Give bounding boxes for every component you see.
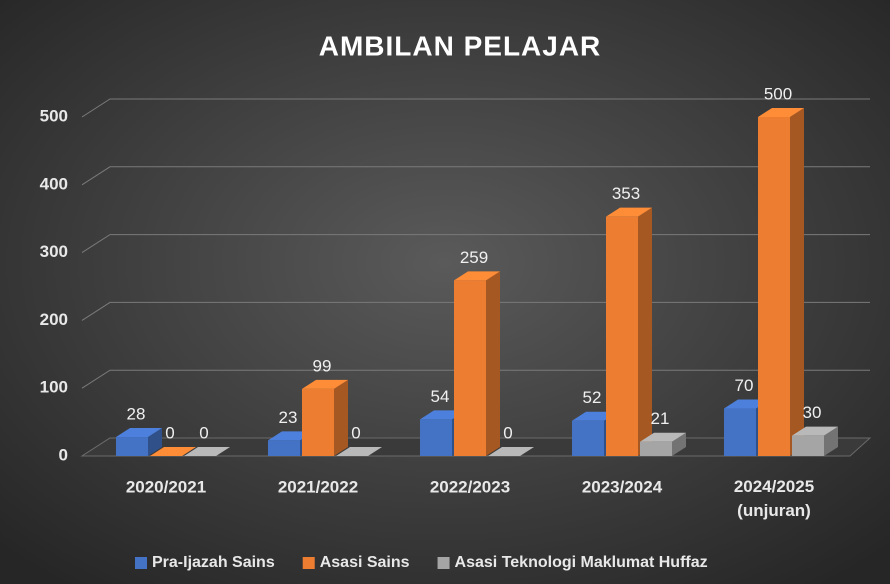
legend-swatch: [302, 557, 315, 569]
data-label: 21: [651, 409, 670, 428]
data-label: 70: [735, 376, 754, 395]
bar: [758, 117, 790, 456]
data-label: 0: [165, 423, 174, 442]
x-tick-label: 2022/2023: [430, 477, 510, 496]
bar-side: [486, 271, 500, 456]
bar: [454, 280, 486, 456]
bar: [724, 408, 756, 456]
legend: Pra-Ijazah Sains Asasi Sains Asasi Teknolo…: [135, 554, 708, 571]
grid-line: [81, 166, 870, 186]
bar-side: [790, 108, 804, 456]
bar: [792, 435, 824, 456]
data-label: 99: [313, 356, 332, 375]
bar-side: [638, 207, 652, 456]
bar: [606, 216, 638, 456]
bar-top: [454, 271, 500, 281]
bar-top: [758, 108, 804, 117]
y-tick-label: 100: [40, 378, 68, 397]
grid-line: [81, 98, 870, 118]
bar: [572, 420, 604, 456]
x-tick-label: 2021/2022: [278, 477, 358, 496]
bar-top: [184, 447, 230, 456]
x-tick-label: 2020/2021: [126, 477, 206, 496]
data-label: 500: [764, 84, 792, 103]
data-label: 353: [612, 184, 640, 203]
bar-top: [488, 447, 534, 456]
legend-label: Pra-Ijazah Sains: [152, 554, 275, 571]
legend-swatch: [437, 557, 450, 569]
data-label: 30: [803, 403, 822, 422]
data-label: 0: [503, 423, 512, 442]
bar: [116, 437, 148, 456]
bar-top: [302, 379, 348, 389]
legend-label: Asasi Sains: [320, 554, 410, 571]
data-label: 259: [460, 248, 488, 267]
bar-side: [672, 432, 686, 456]
y-tick-label: 400: [40, 174, 68, 193]
legend-swatch: [135, 557, 147, 569]
data-label: 0: [351, 423, 360, 442]
bar: [640, 441, 672, 456]
bar-top: [640, 432, 686, 442]
data-label: 28: [127, 405, 146, 424]
chart-title: AMBILAN PELAJAR: [319, 30, 602, 61]
data-label: 52: [583, 388, 602, 407]
x-tick-label: 2023/2024: [582, 477, 663, 496]
bar: [302, 388, 334, 456]
legend-label: Asasi Teknologi Maklumat Huffaz: [455, 554, 708, 571]
bar-top: [792, 426, 838, 436]
bar-top: [116, 428, 162, 438]
bar-top: [150, 447, 196, 456]
bar-top: [336, 447, 382, 456]
x-tick-label: 2024/2025 (unjuran): [734, 477, 814, 520]
y-tick-label: 200: [40, 310, 68, 329]
data-label: 54: [431, 387, 450, 406]
y-tick-label: 0: [59, 445, 68, 464]
bar-top: [606, 207, 652, 217]
y-tick-label: 300: [40, 242, 68, 261]
y-tick-label: 500: [40, 106, 68, 125]
bar-side: [824, 426, 838, 456]
data-label: 23: [279, 408, 298, 427]
bar: [420, 419, 452, 456]
bar-side: [334, 379, 348, 456]
data-label: 0: [199, 423, 208, 442]
bar: [268, 440, 300, 456]
bar-side: [148, 428, 162, 456]
